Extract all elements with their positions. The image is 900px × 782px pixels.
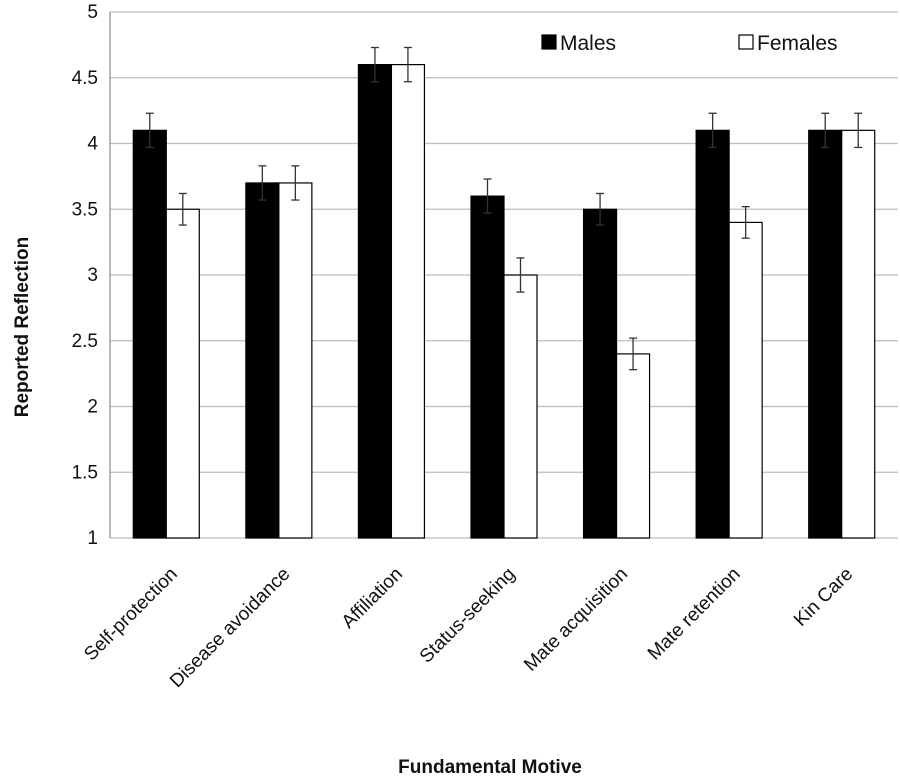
category-label: Kin Care <box>790 564 857 631</box>
bars <box>132 63 876 539</box>
legend-swatch-females <box>738 34 754 50</box>
legend-swatch-males <box>541 34 557 50</box>
legend-label-females: Females <box>757 32 838 55</box>
y-tick-label: 2.5 <box>72 331 98 352</box>
y-tick-label: 2 <box>87 397 98 418</box>
bar-females <box>841 129 876 539</box>
bar-females <box>503 274 538 539</box>
y-axis-title: Reported Reflection <box>12 237 33 418</box>
bar-males <box>357 63 393 539</box>
bar-males <box>132 129 167 539</box>
bar-males <box>245 182 280 539</box>
bar-males <box>582 208 618 539</box>
bar-males <box>470 195 505 539</box>
category-label: Affiliation <box>338 564 407 633</box>
bar-females <box>615 353 651 539</box>
category-label: Status-seeking <box>416 564 520 668</box>
bar-females <box>278 182 313 539</box>
category-label: Mate retention <box>644 564 745 665</box>
legend-label-males: Males <box>560 32 616 55</box>
bar-females <box>390 63 426 539</box>
bar-males <box>695 129 730 539</box>
x-axis-title: Fundamental Motive <box>398 757 582 778</box>
category-label: Self-protection <box>80 564 181 665</box>
category-label: Mate acquisition <box>520 564 632 676</box>
y-tick-label: 5 <box>87 2 98 23</box>
bar-males <box>808 129 843 539</box>
bar-females <box>165 208 200 539</box>
legend: Males Females <box>541 32 838 55</box>
bar-females <box>728 221 763 539</box>
y-tick-labels: 1 1.5 2 2.5 3 3.5 4 4.5 5 <box>72 2 99 549</box>
y-tick-label: 1 <box>87 528 98 549</box>
category-label: Disease avoidance <box>166 564 294 692</box>
y-tick-label: 1.5 <box>72 462 98 483</box>
y-tick-label: 3 <box>87 265 98 286</box>
y-tick-label: 4.5 <box>72 68 98 89</box>
y-tick-label: 3.5 <box>72 199 98 220</box>
y-tick-label: 4 <box>87 134 98 155</box>
error-bars <box>145 46 863 371</box>
